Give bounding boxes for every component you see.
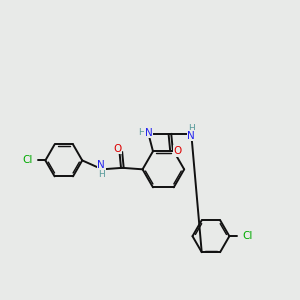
Text: N: N (98, 160, 105, 170)
Text: H: H (188, 124, 194, 133)
Text: N: N (145, 128, 152, 138)
Text: N: N (187, 130, 195, 140)
Text: O: O (113, 144, 121, 154)
Text: H: H (139, 128, 145, 137)
Text: Cl: Cl (22, 155, 33, 165)
Text: H: H (98, 169, 105, 178)
Text: Cl: Cl (242, 231, 253, 241)
Text: O: O (174, 146, 182, 156)
